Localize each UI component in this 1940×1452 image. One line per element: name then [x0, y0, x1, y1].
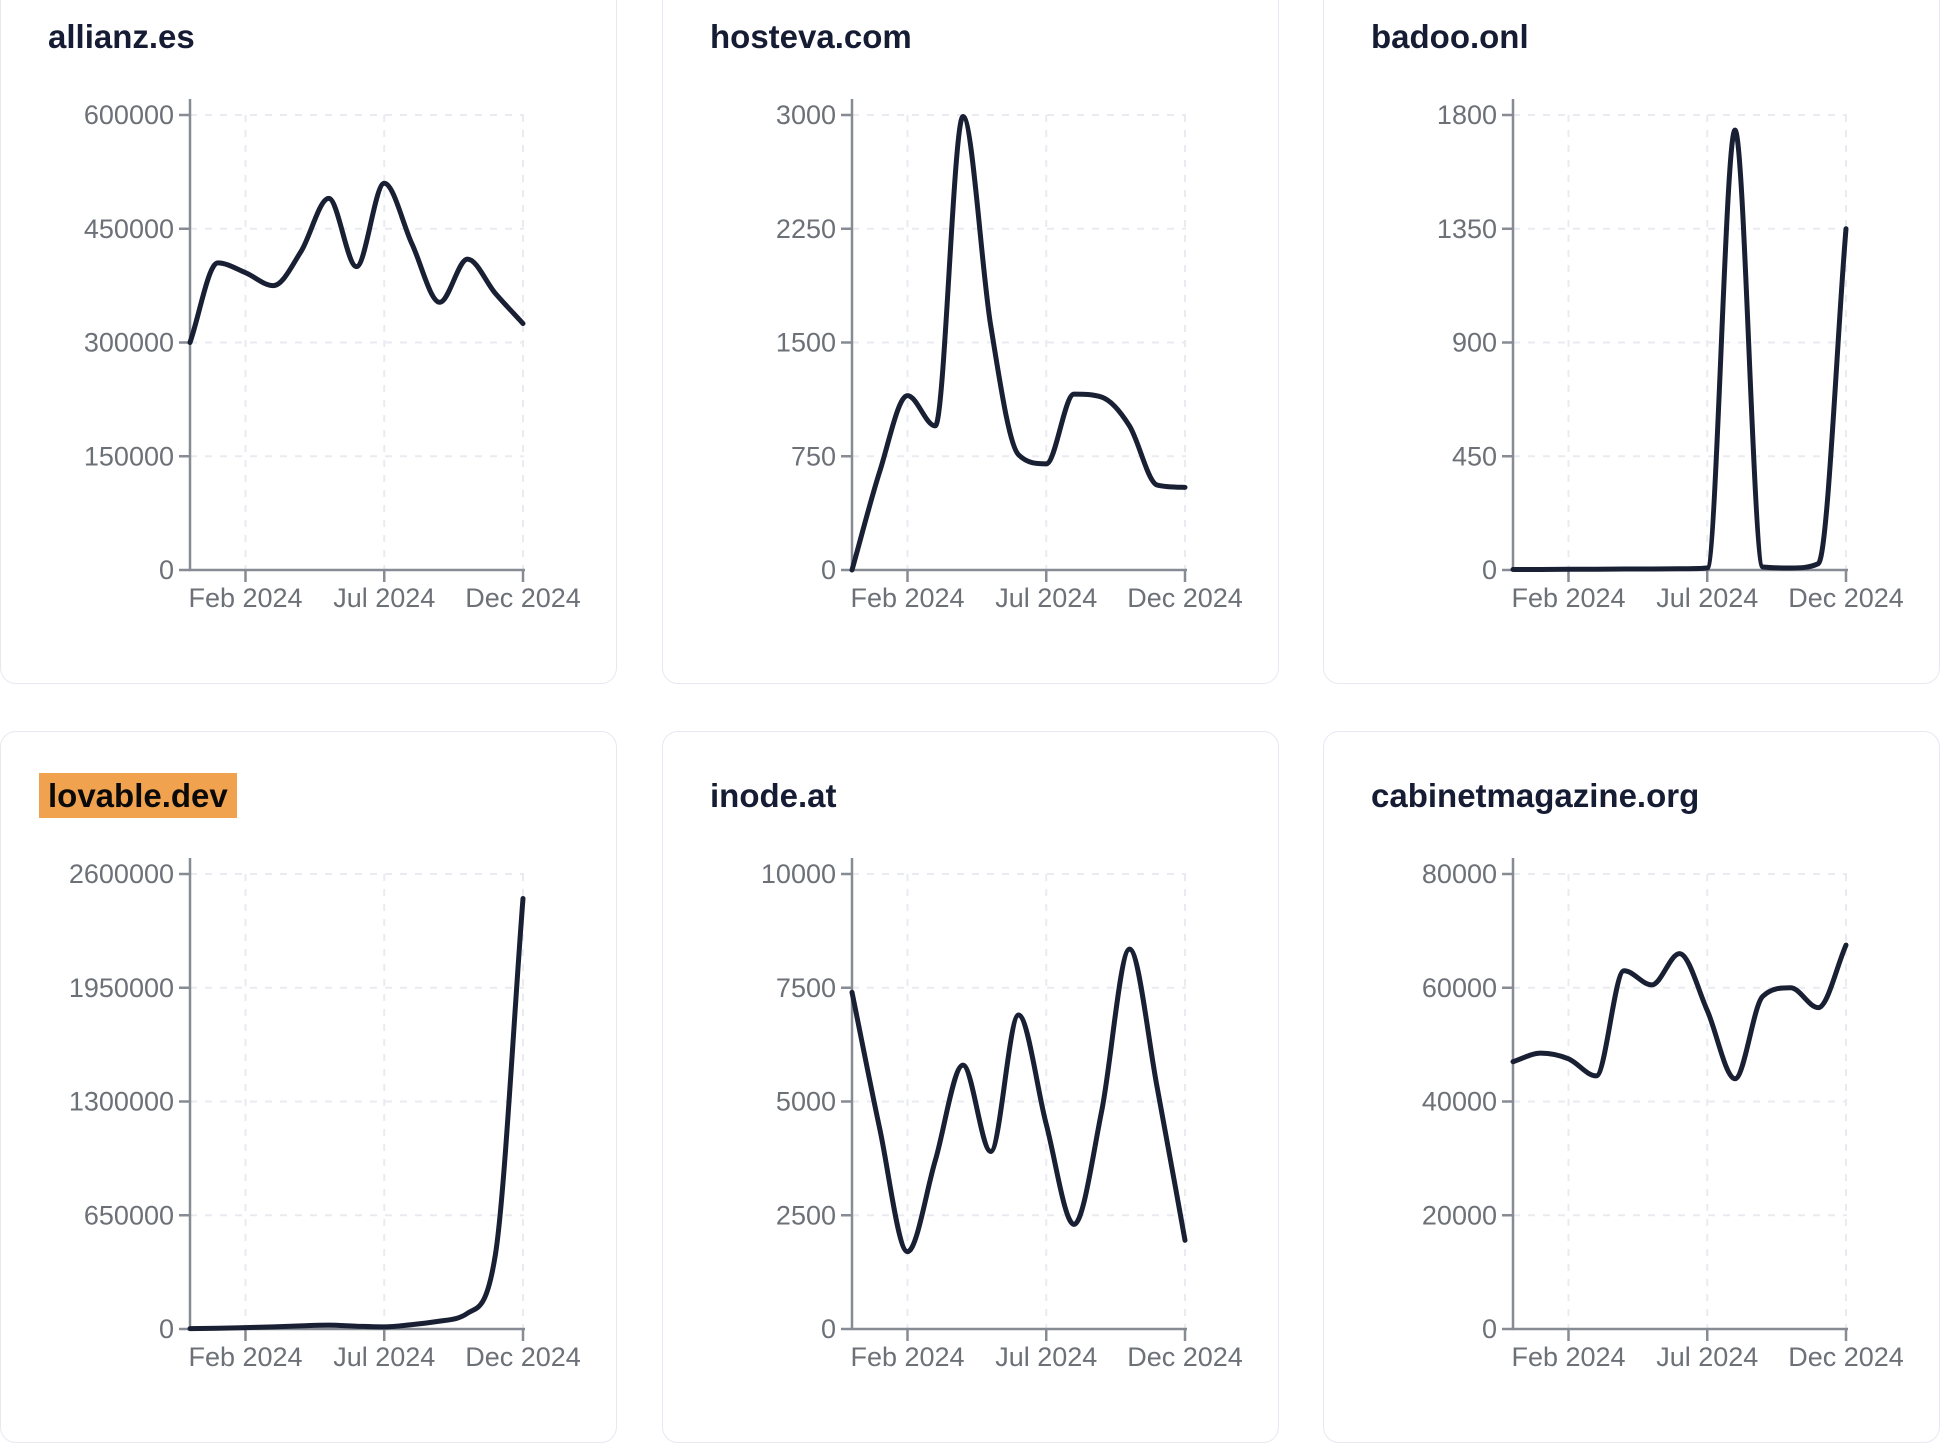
y-tick-label: 2500 — [776, 1200, 836, 1230]
line-series — [187, 180, 526, 345]
y-tick-label: 600000 — [84, 100, 174, 130]
x-tick-label: Feb 2024 — [1511, 583, 1625, 613]
x-tick-label: Jul 2024 — [333, 583, 435, 613]
x-tick-label: Dec 2024 — [465, 583, 581, 613]
y-tick-label: 60000 — [1422, 973, 1497, 1003]
y-tick-label: 0 — [159, 1314, 174, 1344]
y-tick-label: 0 — [821, 1314, 836, 1344]
x-tick-label: Dec 2024 — [1127, 1342, 1243, 1372]
y-tick-label: 0 — [1482, 555, 1497, 585]
x-tick-label: Jul 2024 — [1656, 1342, 1758, 1372]
y-tick-label: 1350 — [1437, 214, 1497, 244]
x-tick-label: Feb 2024 — [188, 1342, 302, 1372]
line-series — [187, 896, 526, 1332]
y-tick-label: 1500 — [776, 328, 836, 358]
y-tick-label: 450 — [1452, 441, 1497, 471]
chart-title: allianz.es — [48, 17, 195, 57]
x-tick-label: Dec 2024 — [1127, 583, 1243, 613]
chart-card-lovable-dev: lovable.dev 0 650000 1300000 1950000 2600000… — [0, 731, 617, 1443]
y-tick-label: 1300000 — [69, 1087, 174, 1117]
domain-label: hosteva.com — [710, 18, 912, 55]
y-tick-label: 10000 — [761, 859, 836, 889]
y-tick-label: 2600000 — [69, 859, 174, 889]
line-chart-hosteva-com: 0 750 1500 2250 3000 Feb 2024 Jul 2024 Dec 2024 — [776, 99, 1243, 613]
chart-card-hosteva-com: hosteva.com 0 750 1500 2250 3000 Feb 2024 Jul … — [662, 0, 1279, 684]
y-tick-label: 2250 — [776, 214, 836, 244]
chart-title: badoo.onl — [1371, 17, 1529, 57]
line-chart-lovable-dev: 0 650000 1300000 1950000 2600000 Feb 2024 Jul … — [69, 858, 581, 1372]
domain-label: allianz.es — [48, 18, 195, 55]
x-tick-label: Jul 2024 — [995, 583, 1097, 613]
y-tick-label: 80000 — [1422, 859, 1497, 889]
y-tick-label: 150000 — [84, 441, 174, 471]
line-chart-allianz-es: 0 150000 300000 450000 600000 Feb 2024 Jul 202… — [84, 99, 581, 613]
y-tick-label: 20000 — [1422, 1200, 1497, 1230]
y-tick-label: 0 — [1482, 1314, 1497, 1344]
chart-card-cabinetmagazine-org: cabinetmagazine.org 0 20000 40000 60000 8000… — [1323, 731, 1940, 1443]
y-tick-label: 0 — [159, 555, 174, 585]
line-chart-badoo-onl: 0 450 900 1350 1800 Feb 2024 Jul 2024 Dec 2024 — [1437, 99, 1904, 613]
y-tick-label: 900 — [1452, 328, 1497, 358]
x-tick-label: Dec 2024 — [465, 1342, 581, 1372]
x-tick-label: Feb 2024 — [850, 583, 964, 613]
y-tick-label: 3000 — [776, 100, 836, 130]
chart-card-inode-at: inode.at 0 2500 5000 7500 10000 Feb 2024 Jul 2… — [662, 731, 1279, 1443]
y-tick-label: 1800 — [1437, 100, 1497, 130]
line-series — [1510, 127, 1849, 572]
line-series — [849, 946, 1188, 1255]
domain-label: badoo.onl — [1371, 18, 1529, 55]
x-tick-label: Feb 2024 — [1511, 1342, 1625, 1372]
x-tick-label: Dec 2024 — [1788, 583, 1904, 613]
line-series — [849, 114, 1188, 573]
chart-title: cabinetmagazine.org — [1371, 776, 1699, 816]
chart-card-badoo-onl: badoo.onl 0 450 900 1350 1800 Feb 2024 Jul 202… — [1323, 0, 1940, 684]
domain-label: cabinetmagazine.org — [1371, 777, 1700, 814]
chart-title: inode.at — [710, 776, 837, 816]
y-tick-label: 650000 — [84, 1200, 174, 1230]
chart-title: hosteva.com — [710, 17, 912, 57]
y-tick-label: 300000 — [84, 328, 174, 358]
y-tick-label: 5000 — [776, 1087, 836, 1117]
y-tick-label: 750 — [791, 441, 836, 471]
x-tick-label: Jul 2024 — [995, 1342, 1097, 1372]
chart-card-allianz-es: allianz.es 0 150000 300000 450000 600000 Feb … — [0, 0, 617, 684]
x-tick-label: Jul 2024 — [333, 1342, 435, 1372]
line-chart-cabinetmagazine-org: 0 20000 40000 60000 80000 Feb 2024 Jul 2024 Dec… — [1422, 858, 1904, 1372]
domain-label-highlighted: lovable.dev — [39, 773, 237, 818]
x-tick-label: Feb 2024 — [188, 583, 302, 613]
y-tick-label: 1950000 — [69, 973, 174, 1003]
x-tick-label: Feb 2024 — [850, 1342, 964, 1372]
y-tick-label: 450000 — [84, 214, 174, 244]
line-chart-inode-at: 0 2500 5000 7500 10000 Feb 2024 Jul 2024 Dec 20… — [761, 858, 1243, 1372]
x-tick-label: Jul 2024 — [1656, 583, 1758, 613]
chart-title: lovable.dev — [39, 773, 237, 818]
y-tick-label: 40000 — [1422, 1087, 1497, 1117]
line-series — [1510, 942, 1849, 1082]
y-tick-label: 7500 — [776, 973, 836, 1003]
domain-label: inode.at — [710, 777, 837, 814]
x-tick-label: Dec 2024 — [1788, 1342, 1904, 1372]
y-tick-label: 0 — [821, 555, 836, 585]
